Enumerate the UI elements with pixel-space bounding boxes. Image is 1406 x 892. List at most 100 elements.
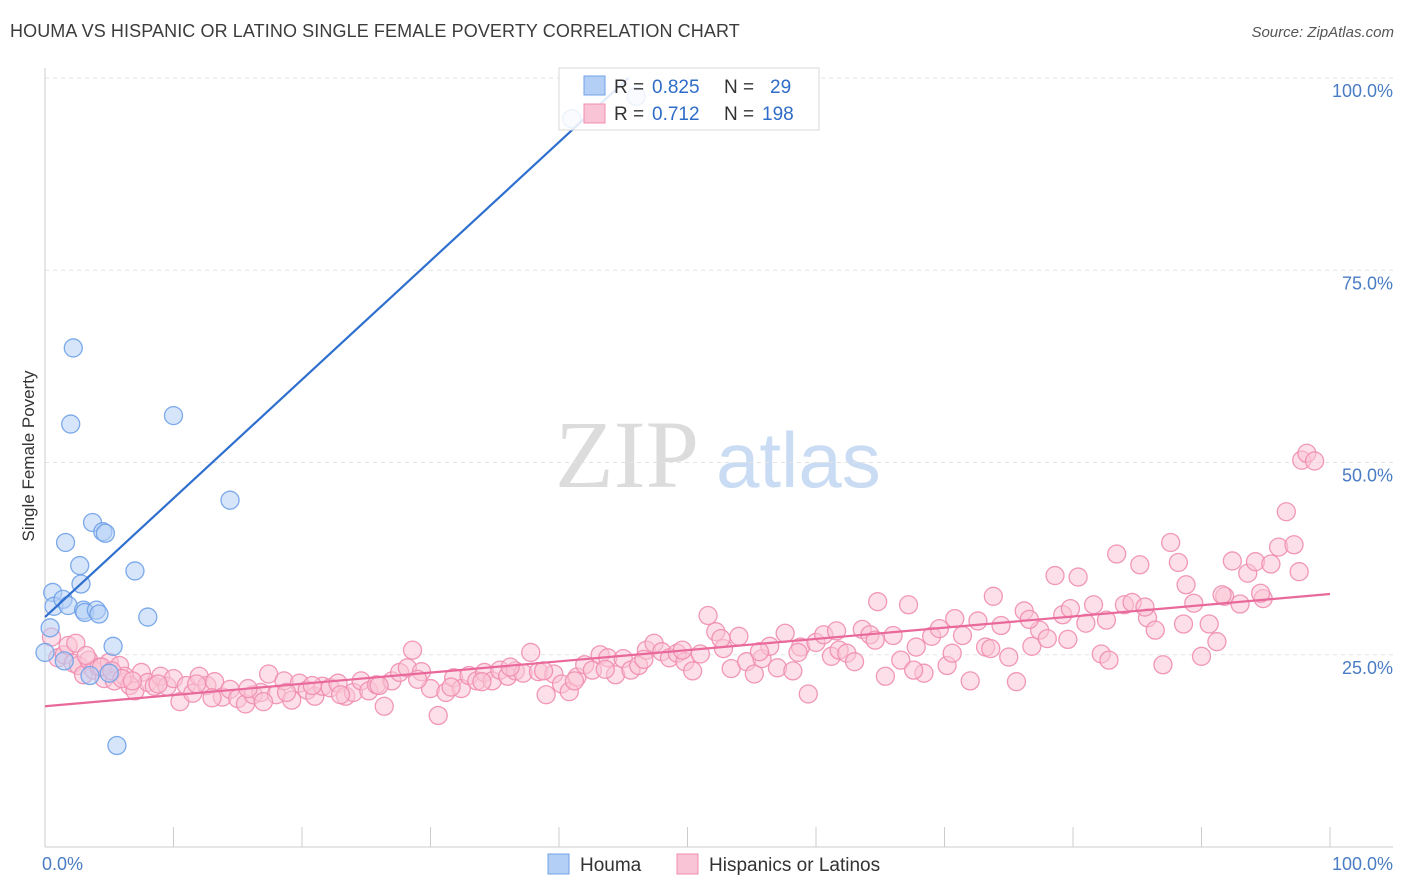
hispanics-point-185 xyxy=(330,685,351,705)
hispanics-point-160 xyxy=(1222,551,1242,571)
hispanics-point-54 xyxy=(402,640,423,660)
hispanics-point-172 xyxy=(66,633,86,653)
houma-point-20 xyxy=(99,663,119,683)
y-tick-label-75: 75.0% xyxy=(1342,273,1393,293)
hispanics-point-165 xyxy=(1261,554,1281,574)
hispanics-point-209 xyxy=(1212,585,1232,605)
hispanics-point-57 xyxy=(428,705,448,726)
hispanics-point-206 xyxy=(1096,610,1117,630)
hispanics-point-150 xyxy=(1145,620,1165,640)
hispanics-point-136 xyxy=(1037,628,1057,649)
hispanics-point-137 xyxy=(1045,565,1065,586)
hispanics-point-118 xyxy=(898,595,919,615)
hispanics-point-198 xyxy=(788,642,808,663)
legend-r-value-2: 0.712 xyxy=(652,104,700,125)
hispanics-point-139 xyxy=(1060,598,1081,619)
hispanics-point-179 xyxy=(186,674,207,694)
y-tick-label-100: 100.0% xyxy=(1332,81,1393,101)
hispanics-point-141 xyxy=(1076,613,1096,633)
hispanics-point-178 xyxy=(148,674,168,694)
legend-box: R = 0.825 N = 29 R = 0.712 N = 198 xyxy=(558,67,820,131)
hispanics-point-116 xyxy=(883,625,903,646)
hispanics-point-130 xyxy=(991,615,1011,636)
houma-point-22 xyxy=(107,735,127,756)
hispanics-point-193 xyxy=(595,659,615,680)
hispanics-point-207 xyxy=(1135,597,1155,617)
trend-line-hispanics xyxy=(44,592,1331,708)
hispanics-point-132 xyxy=(1006,672,1027,692)
hispanics-point-183 xyxy=(276,682,297,703)
hispanics-point-186 xyxy=(369,675,389,696)
houma-point-5 xyxy=(54,651,74,671)
hispanics-point-134 xyxy=(1022,636,1042,656)
hispanics-point-188 xyxy=(441,677,461,697)
hispanics-point-129 xyxy=(983,586,1003,606)
bottom-legend: Houma Hispanics or Latinos xyxy=(547,853,880,876)
chart-title: HOUMA VS HISPANIC OR LATINO SINGLE FEMAL… xyxy=(10,21,740,41)
hispanics-point-180 xyxy=(202,688,222,708)
hispanics-point-105 xyxy=(798,684,818,704)
watermark-atlas: atlas xyxy=(716,416,881,504)
hispanics-point-200 xyxy=(865,630,885,650)
chart-source: Source: ZipAtlas.com xyxy=(1251,24,1394,41)
houma-point-24 xyxy=(138,607,158,627)
houma-point-8 xyxy=(61,414,81,434)
x-tick-label-right: 100.0% xyxy=(1332,854,1393,874)
hispanics-point-103 xyxy=(783,661,803,681)
watermark: ZIP atlas xyxy=(555,401,881,508)
hispanics-point-90 xyxy=(682,661,703,681)
hispanics-point-119 xyxy=(906,637,926,657)
houma-point-6 xyxy=(55,532,76,553)
hispanics-point-167 xyxy=(1276,502,1296,522)
hispanics-point-142 xyxy=(1083,595,1104,615)
bottom-legend-label-hispanics: Hispanics or Latinos xyxy=(709,855,880,876)
hispanics-point-210 xyxy=(1250,583,1271,603)
hispanics-point-173 xyxy=(76,645,96,666)
x-tick-label-left: 0.0% xyxy=(42,854,83,874)
legend-r-label-1: R = xyxy=(614,77,644,98)
legend-swatch-hispanics xyxy=(583,103,606,124)
hispanics-point-155 xyxy=(1184,593,1204,613)
hispanics-point-71 xyxy=(536,685,556,705)
hispanics-point-201 xyxy=(904,660,924,680)
legend-n-label-1: N = xyxy=(724,77,754,98)
x-ticks xyxy=(173,827,1331,847)
y-tick-labels: 25.0% 50.0% 75.0% 100.0% xyxy=(1332,81,1393,678)
hispanics-point-145 xyxy=(1107,544,1127,564)
houma-point-23 xyxy=(125,561,145,581)
legend-r-label-2: R = xyxy=(614,104,644,125)
hispanics-point-102 xyxy=(775,623,795,643)
hispanics-point-191 xyxy=(533,661,554,681)
hispanics-point-131 xyxy=(999,647,1019,667)
hispanics-point-192 xyxy=(564,671,585,691)
bottom-legend-label-houma: Houma xyxy=(580,855,642,876)
hispanics-point-208 xyxy=(1173,614,1194,634)
legend-swatch-houma xyxy=(583,75,606,96)
hispanics-point-148 xyxy=(1130,555,1150,575)
houma-point-19 xyxy=(95,523,116,543)
houma-point-17 xyxy=(89,604,109,624)
hispanics-point-144 xyxy=(1099,650,1119,670)
houma-point-25 xyxy=(163,405,184,426)
hispanics-point-153 xyxy=(1168,552,1189,573)
houma-point-0 xyxy=(35,642,55,663)
houma-point-1 xyxy=(40,618,60,638)
hispanics-point-154 xyxy=(1176,575,1196,595)
hispanics-point-151 xyxy=(1153,655,1173,675)
hispanics-point-114 xyxy=(868,592,888,612)
hispanics-point-152 xyxy=(1161,532,1181,553)
houma-point-9 xyxy=(63,338,83,358)
hispanics-point-127 xyxy=(968,611,988,631)
hispanics-point-115 xyxy=(875,666,896,686)
hispanics-point-157 xyxy=(1199,614,1219,634)
hispanics-point-161 xyxy=(1230,594,1250,614)
bottom-legend-swatch-hispanics xyxy=(676,853,699,875)
hispanics-point-202 xyxy=(942,643,962,663)
legend-n-label-2: N = xyxy=(724,104,754,125)
hispanics-point-92 xyxy=(698,605,718,626)
hispanics-point-203 xyxy=(981,638,1001,659)
hispanics-point-182 xyxy=(253,692,274,712)
hispanics-point-111 xyxy=(844,652,865,672)
y-tick-label-25: 25.0% xyxy=(1342,658,1393,678)
